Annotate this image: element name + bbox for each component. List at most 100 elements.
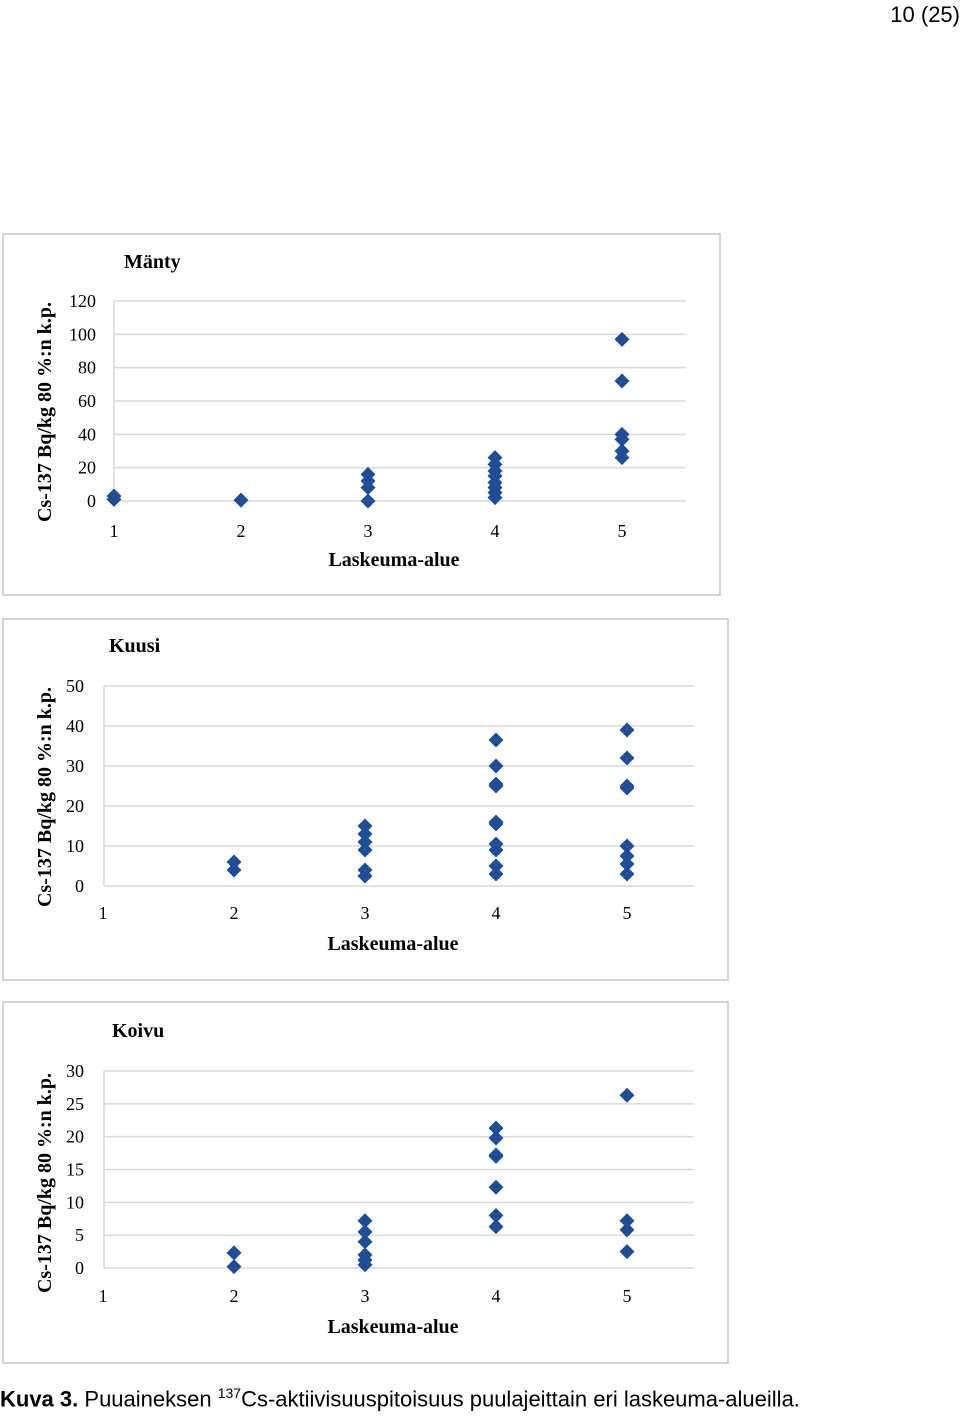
data-point-diamond [614,373,630,389]
data-point-diamond [619,838,635,854]
x-tick-label: 3 [364,521,373,541]
data-point-diamond [360,466,376,482]
data-point-diamond [619,750,635,766]
data-point-diamond [619,848,635,864]
y-tick-label: 10 [66,1192,84,1212]
data-point-diamond [233,492,249,508]
data-point-diamond [488,1207,504,1223]
data-point-diamond [357,1247,373,1263]
y-tick-label: 120 [69,291,96,311]
y-axis-label: Cs-137 Bq/kg 80 %:n k.p. [34,302,56,522]
chart-panel-kuusi: Kuusi 0 10 20 30 40 50 1 2 3 4 5 Laskeuma-alue Cs-137… [2,618,729,981]
data-point-diamond [619,856,635,872]
data-point-diamond [488,1219,504,1235]
y-tick-label: 20 [78,458,96,478]
chart-title: Mänty [124,251,181,273]
data-point-diamond [357,818,373,834]
x-tick-label: 2 [230,1286,239,1306]
data-point-diamond [619,778,635,794]
page-number: 10 (25) [890,2,960,27]
y-tick-label: 30 [66,756,84,776]
x-tick-label: 5 [623,1286,632,1306]
chart-svg: Kuusi 0 10 20 30 40 50 1 2 3 4 5 Laskeuma-alue Cs-137… [34,635,694,955]
figure-caption: Kuva 3. Puuaineksen 137Cs-aktiivisuuspit… [0,1385,800,1412]
x-tick-label: 5 [623,903,632,923]
y-tick-label: 5 [75,1225,84,1245]
x-axis-label: Laskeuma-alue [328,549,459,571]
data-point-diamond [488,1130,504,1146]
y-tick-label: 15 [66,1160,84,1180]
y-tick-label: 10 [66,836,84,856]
data-point-diamond [619,1087,635,1103]
x-tick-label: 5 [618,521,627,541]
data-point-diamond [488,1147,504,1163]
data-point-diamond [619,722,635,738]
x-tick-label: 3 [361,903,370,923]
data-point-diamond [488,1120,504,1136]
data-point-diamond [614,426,630,442]
y-tick-label: 40 [78,424,96,444]
x-tick-label: 1 [110,521,119,541]
data-point-diamond [619,1244,635,1260]
data-point-diamond [106,488,122,504]
x-tick-label: 1 [99,1286,108,1306]
data-point-diamond [614,443,630,459]
data-point-diamond [357,842,373,858]
data-point-diamond [357,834,373,850]
data-point-diamond [619,1222,635,1238]
caption-label: Kuva 3. [0,1386,79,1412]
y-tick-label: 100 [69,324,96,344]
x-tick-label: 3 [361,1286,370,1306]
data-point-diamond [357,826,373,842]
caption-text-before: Puuaineksen [84,1386,212,1412]
y-tick-label: 25 [66,1094,84,1114]
y-tick-label: 0 [87,491,96,511]
data-point-diamond [488,732,504,748]
chart-svg: Mänty 0 20 40 60 80 100 120 1 2 3 4 5 Laskeuma-alue Cs… [34,251,686,571]
data-point-diamond [226,854,242,870]
chart-title: Kuusi [109,635,161,657]
data-point-diamond [487,450,503,466]
y-tick-label: 0 [75,1258,84,1278]
y-tick-label: 40 [66,716,84,736]
data-point-diamond [357,1234,373,1250]
data-point-diamond [619,1213,635,1229]
y-axis-label: Cs-137 Bq/kg 80 %:n k.p. [34,687,56,907]
data-point-diamond [488,1179,504,1195]
x-tick-label: 4 [492,903,501,923]
caption-isotope-mass: 137 [217,1385,242,1401]
y-tick-label: 0 [75,876,84,896]
data-point-diamond [488,866,504,882]
data-point-diamond [226,1245,242,1261]
y-tick-label: 30 [66,1061,84,1081]
data-point-diamond [488,758,504,774]
data-point-diamond [360,493,376,509]
data-point-diamond [357,1224,373,1240]
x-tick-label: 4 [492,1286,501,1306]
data-point-diamond [619,866,635,882]
y-tick-label: 20 [66,1127,84,1147]
y-tick-label: 60 [78,391,96,411]
data-point-diamond [357,1213,373,1229]
y-axis-label: Cs-137 Bq/kg 80 %:n k.p. [34,1073,56,1293]
chart-panel-manty: Mänty 0 20 40 60 80 100 120 1 2 3 4 5 Laskeuma-alue Cs… [2,233,721,596]
data-point-diamond [488,814,504,830]
data-point-diamond [488,776,504,792]
x-tick-label: 2 [230,903,239,923]
caption-text-after: Cs-aktiivisuuspitoisuus puulajeittain er… [241,1386,800,1412]
chart-svg: Koivu 0 5 10 15 20 25 30 1 2 3 4 5 Laskeuma-alue Cs-13… [34,1020,694,1338]
data-point-diamond [488,858,504,874]
data-point-diamond [226,862,242,878]
data-point-diamond [226,1259,242,1275]
chart-panel-koivu: Koivu 0 5 10 15 20 25 30 1 2 3 4 5 Laskeuma-alue Cs-13… [2,1001,729,1364]
data-point-diamond [614,331,630,347]
x-tick-label: 4 [491,521,500,541]
x-tick-label: 2 [237,521,246,541]
data-point-diamond [357,862,373,878]
x-tick-label: 1 [99,903,108,923]
data-point-diamond [488,836,504,852]
y-tick-label: 20 [66,796,84,816]
y-tick-label: 80 [78,358,96,378]
chart-title: Koivu [112,1020,164,1042]
x-axis-label: Laskeuma-alue [327,1316,458,1338]
